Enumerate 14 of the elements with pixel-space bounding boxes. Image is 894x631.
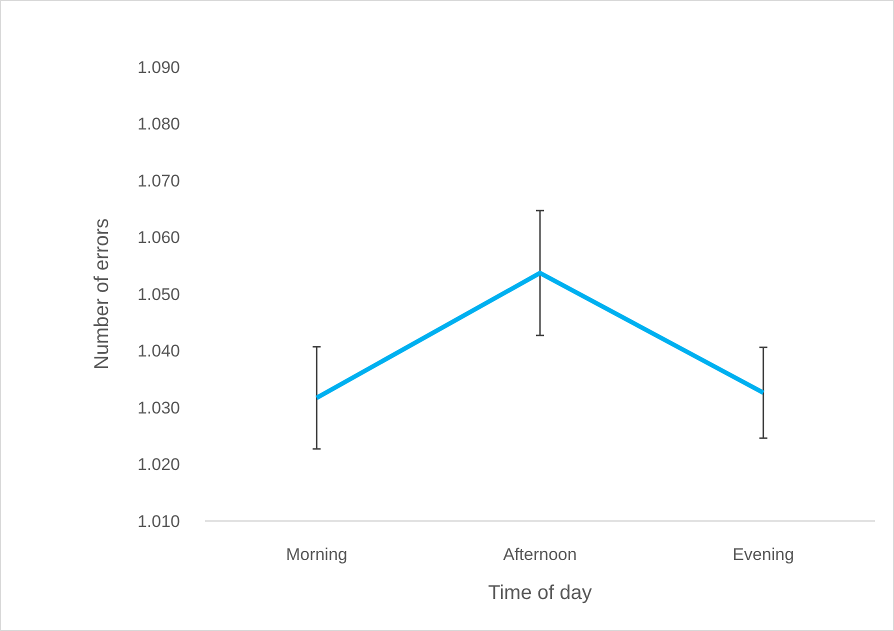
y-tick-label: 1.070	[137, 171, 180, 190]
y-tick-label: 1.060	[137, 228, 180, 248]
x-tick-label: Evening	[732, 545, 794, 564]
x-tick-label: Morning	[286, 545, 348, 564]
x-axis-title: Time of day	[488, 582, 592, 604]
y-tick-label: 1.080	[137, 114, 180, 134]
y-tick-label: 1.030	[137, 398, 180, 418]
y-tick-label: 1.020	[137, 455, 180, 474]
y-tick-label: 1.010	[137, 512, 180, 531]
y-tick-label: 1.090	[137, 58, 180, 77]
y-tick-label: 1.040	[137, 342, 180, 361]
y-axis-title: Number of errors	[91, 218, 113, 370]
y-tick-label: 1.050	[137, 284, 180, 304]
x-tick-label: Afternoon	[503, 545, 577, 564]
